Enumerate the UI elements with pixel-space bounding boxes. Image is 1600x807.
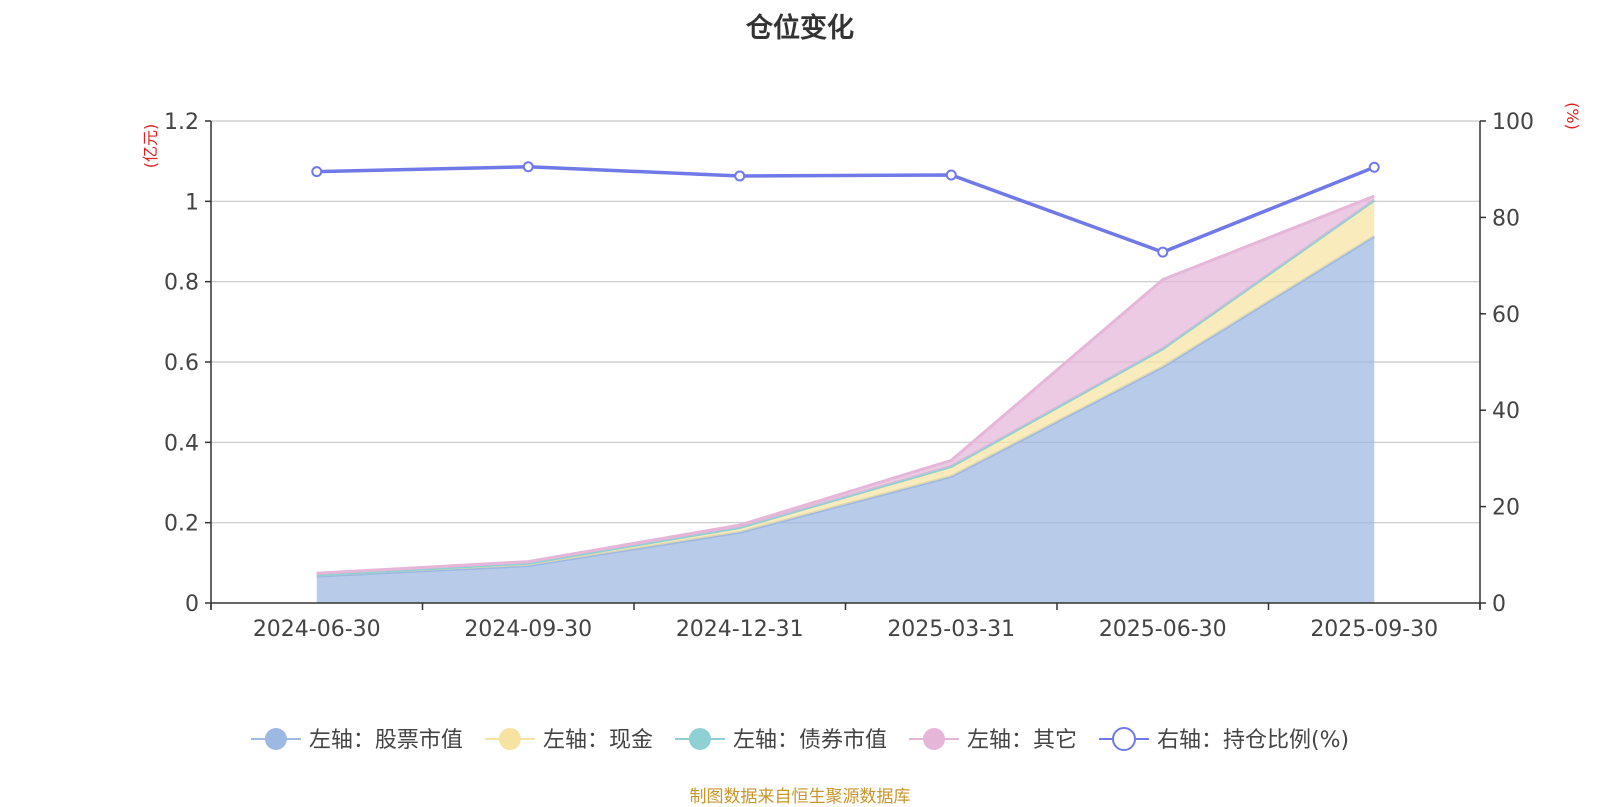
left-tick-label-1: 0.2 (164, 512, 199, 537)
x-tick-label-4: 2025-06-30 (1099, 617, 1227, 642)
x-tick-label-0: 2024-06-30 (253, 617, 381, 642)
left-tick-label-3: 0.6 (164, 351, 199, 376)
right-tick-label-3: 60 (1492, 303, 1520, 328)
grid-lines (211, 120, 1480, 524)
legend-swatch-marker-2 (688, 728, 711, 750)
axes: 0 0.2 0.4 0.6 0.8 1 1.2 0 20 40 60 80 100 2024-06-30 2… (141, 102, 1582, 642)
ratio-point-4 (1157, 246, 1169, 258)
ratio-line-path (316, 165, 1375, 254)
ratio-point-1 (522, 161, 534, 173)
chart-title: 仓位变化 (746, 13, 854, 44)
ratio-point-3 (945, 169, 957, 181)
legend-item-1: 左轴：现金 (484, 728, 653, 753)
left-tick-label-6: 1.2 (164, 110, 199, 135)
left-tick-label-0: 0 (185, 592, 199, 617)
left-tick-label-4: 0.8 (164, 271, 199, 296)
legend: 左轴：股票市值 左轴：现金 左轴：债券市值 左轴：其它 右轴：持仓比例(%) (250, 727, 1349, 753)
legend-item-4: 右轴：持仓比例(%) (1098, 727, 1349, 753)
legend-swatch-marker-0 (264, 728, 287, 750)
legend-swatch-marker-1 (498, 728, 521, 750)
ratio-point-5 (1368, 161, 1380, 173)
legend-swatch-marker-3 (922, 728, 945, 750)
legend-label-0: 左轴：股票市值 (309, 728, 463, 753)
area-series-0 (316, 236, 1375, 604)
right-tick-label-4: 80 (1492, 206, 1520, 231)
legend-swatch-marker-4 (1111, 727, 1136, 751)
legend-label-4: 右轴：持仓比例(%) (1157, 728, 1349, 753)
right-tick-label-1: 20 (1492, 496, 1520, 521)
right-tick-label-0: 0 (1492, 592, 1506, 617)
left-axis-unit: (亿元) (141, 124, 160, 169)
ratio-point-0 (311, 166, 323, 178)
legend-label-1: 左轴：现金 (543, 728, 653, 753)
x-tick-label-2: 2024-12-31 (676, 617, 804, 642)
legend-label-2: 左轴：债券市值 (733, 728, 887, 753)
ratio-line (311, 161, 1380, 258)
legend-label-3: 左轴：其它 (967, 728, 1077, 753)
left-tick-label-5: 1 (185, 190, 199, 215)
area-edge-3 (316, 194, 1375, 575)
right-tick-label-2: 40 (1492, 399, 1520, 424)
legend-item-0: 左轴：股票市值 (250, 728, 463, 753)
area-series-1 (316, 200, 1375, 577)
legend-item-3: 左轴：其它 (908, 728, 1077, 753)
right-tick-label-5: 100 (1492, 110, 1534, 135)
right-axis-unit: (%) (1563, 102, 1582, 130)
x-tick-label-5: 2025-09-30 (1310, 617, 1438, 642)
left-tick-label-2: 0.4 (164, 431, 199, 456)
legend-item-2: 左轴：债券市值 (674, 728, 887, 753)
ratio-point-2 (734, 170, 746, 182)
source-note: 制图数据来自恒生聚源数据库 (689, 787, 911, 807)
stacked-areas (316, 194, 1376, 604)
x-tick-label-3: 2025-03-31 (887, 617, 1015, 642)
x-tick-label-1: 2024-09-30 (464, 617, 592, 642)
